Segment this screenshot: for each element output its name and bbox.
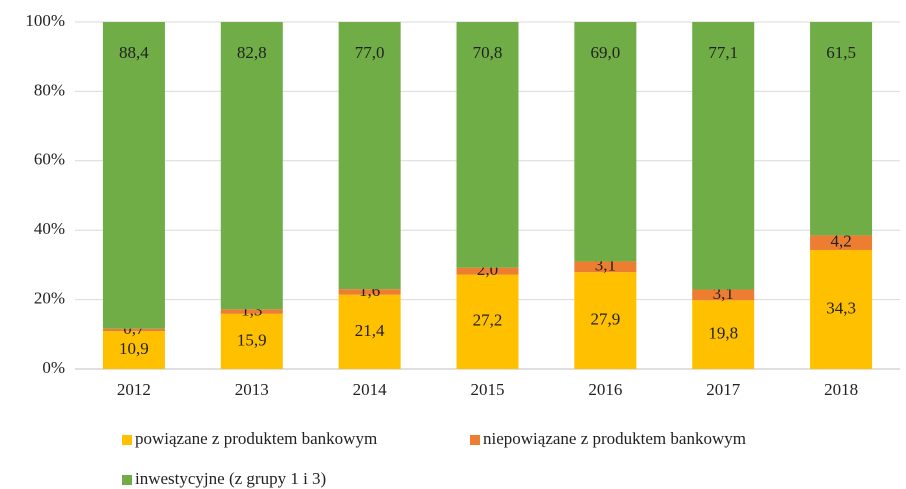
data-label: 69,0 <box>590 43 620 62</box>
bar-segment <box>338 22 401 290</box>
bar-segment <box>338 294 401 369</box>
bar-segment <box>338 289 401 295</box>
bar-segment <box>102 331 165 369</box>
data-label: 61,5 <box>826 43 856 62</box>
bar-segment <box>456 274 519 369</box>
legend-label: niepowiązane z produktem bankowym <box>483 429 746 448</box>
bar-segment <box>220 313 283 369</box>
data-label: 82,8 <box>237 43 267 62</box>
data-label: 19,8 <box>708 324 738 343</box>
legend-label: powiązane z produktem bankowym <box>135 429 377 448</box>
bar-segment <box>102 22 165 329</box>
data-label: 77,1 <box>708 43 738 62</box>
legend-swatch <box>470 435 480 445</box>
y-tick-label: 100% <box>25 11 65 30</box>
data-label: 27,9 <box>590 309 620 328</box>
x-tick-label: 2016 <box>588 380 622 399</box>
x-tick-label: 2013 <box>235 380 269 399</box>
bar-segment <box>456 267 519 275</box>
bar-segment <box>102 328 165 332</box>
bar-segment <box>810 22 873 236</box>
x-tick-label: 2014 <box>353 380 388 399</box>
bar-segment <box>810 249 873 369</box>
legend-swatch <box>122 475 132 485</box>
bar-segment <box>692 300 755 369</box>
x-tick-label: 2018 <box>824 380 858 399</box>
bar-segment <box>574 22 637 262</box>
data-label: 21,4 <box>355 321 385 340</box>
data-label: 34,3 <box>826 298 856 317</box>
bar-segment <box>692 289 755 301</box>
y-tick-label: 20% <box>34 289 65 308</box>
y-tick-label: 80% <box>34 80 65 99</box>
bar-segment <box>220 22 283 310</box>
y-tick-label: 40% <box>34 219 65 238</box>
data-label: 10,9 <box>119 339 149 358</box>
y-tick-label: 0% <box>42 358 65 377</box>
bar-segment <box>692 22 755 290</box>
legend-swatch <box>122 435 132 445</box>
x-tick-label: 2017 <box>706 380 741 399</box>
data-label: 15,9 <box>237 330 267 349</box>
bar-segment <box>574 272 637 369</box>
y-tick-label: 60% <box>34 150 65 169</box>
bar-segment <box>220 309 283 314</box>
bar-segment <box>574 261 637 273</box>
data-label: 77,0 <box>355 43 385 62</box>
data-label: 88,4 <box>119 43 149 62</box>
data-label: 70,8 <box>473 43 503 62</box>
x-tick-label: 2012 <box>117 380 151 399</box>
x-tick-label: 2015 <box>471 380 505 399</box>
data-label: 27,2 <box>473 311 503 330</box>
legend-label: inwestycyjne (z grupy 1 i 3) <box>135 469 326 488</box>
data-label: 4,2 <box>830 232 851 251</box>
bar-segment <box>456 22 519 268</box>
bar-segment <box>810 235 873 250</box>
